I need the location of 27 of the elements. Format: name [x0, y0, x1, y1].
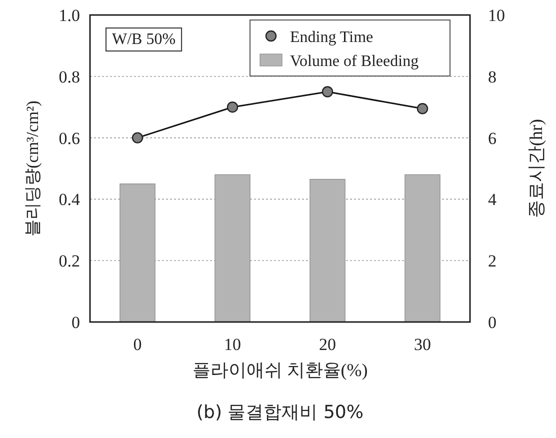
point: [226, 102, 238, 113]
y-axis-title: 블리딩량(cm³/cm²): [23, 100, 42, 236]
y2-tick-label: 6: [488, 128, 496, 148]
x-tick-label: 0: [133, 335, 142, 354]
y2-axis-title: 종료시간(hr): [526, 119, 546, 218]
y2-tick-label: 2: [488, 252, 496, 271]
legend-label: Ending Time: [290, 29, 374, 46]
x-tick-label: 30: [414, 335, 431, 354]
text: (b) 물결합재비 50%: [196, 402, 364, 423]
annotation: W/B 50%: [112, 31, 176, 48]
legend-label: Volume of Bleeding: [290, 53, 419, 70]
point: [416, 103, 428, 114]
y-tick-label: 0: [72, 313, 80, 332]
y-tick-label: 0.2: [58, 252, 80, 271]
y2-tick-label: 4: [488, 190, 497, 210]
y-tick-label: 0.6: [58, 128, 80, 148]
y-tick-label: 0.8: [58, 67, 80, 86]
y2-tick-label: 10: [488, 6, 505, 25]
point: [132, 132, 144, 144]
x-tick-label: 20: [319, 335, 336, 354]
point: [322, 86, 334, 98]
y-tick-label: 1.0: [58, 6, 80, 25]
x-tick-label: 10: [224, 335, 241, 354]
x-axis-title: 플라이애쉬 치환율(%): [192, 360, 368, 380]
y2-tick-label: 0: [488, 313, 496, 332]
y2-tick-label: 8: [488, 67, 496, 86]
y-tick-label: 0.4: [58, 190, 80, 210]
